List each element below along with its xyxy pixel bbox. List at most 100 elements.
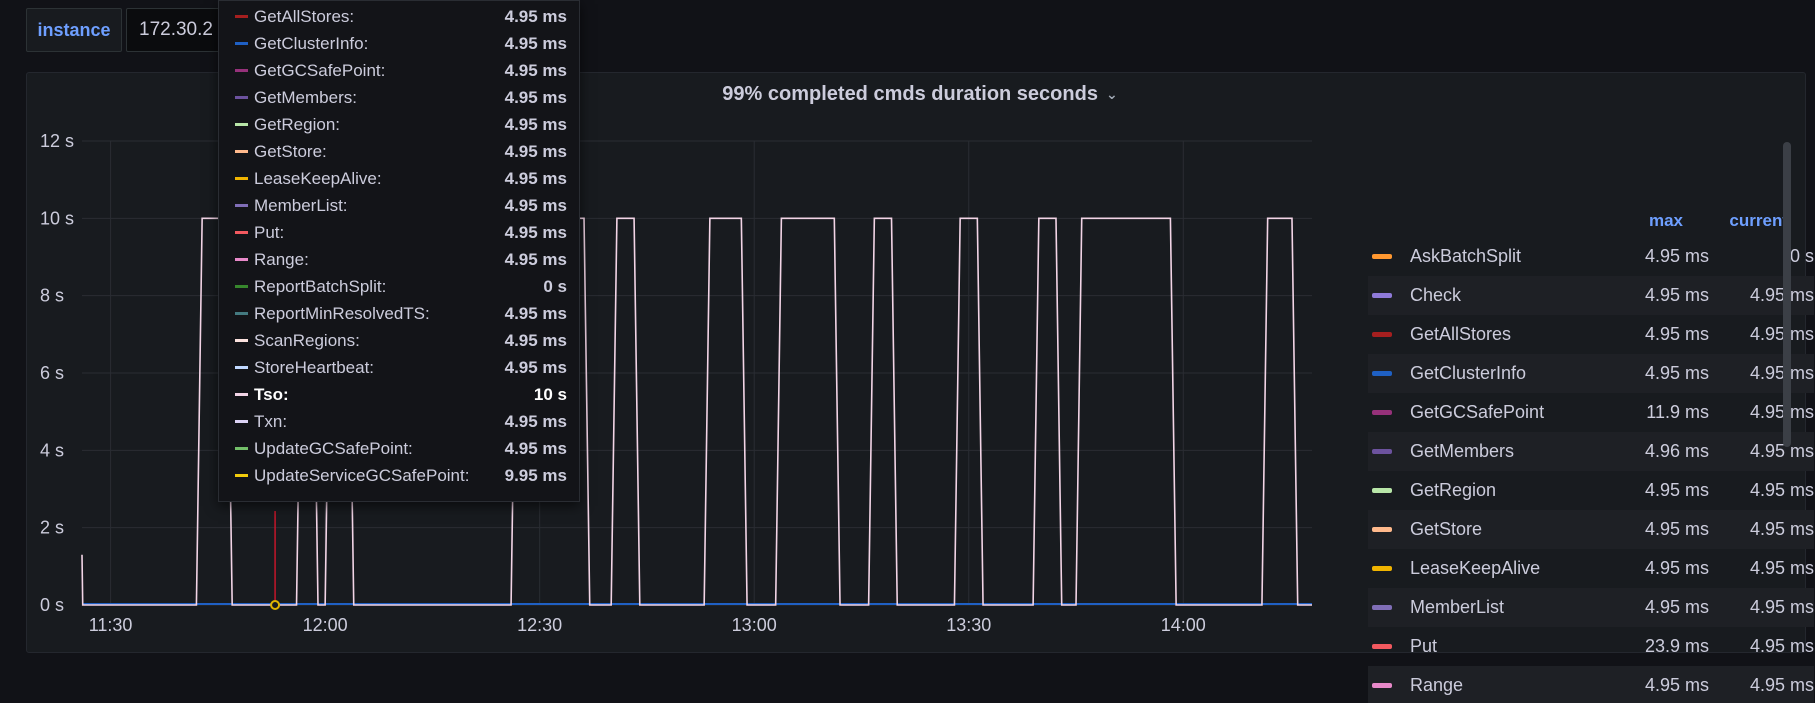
y-tick-label: 8 s (40, 286, 64, 306)
series-color-swatch[interactable] (1372, 410, 1392, 415)
tooltip-series-value: 4.95 ms (504, 303, 567, 323)
tooltip-series-name: UpdateServiceGCSafePoint: (254, 465, 470, 485)
panel-header[interactable]: 99% completed cmds duration seconds ⌄ (27, 83, 1813, 106)
panel-title[interactable]: 99% completed cmds duration seconds (722, 83, 1098, 105)
time-series-chart[interactable]: 0 s 2 s 4 s 6 s 8 s 10 s 12 s 11:30 12:00 12:30 13… (27, 73, 1347, 654)
tooltip-series-name: GetGCSafePoint: (254, 60, 386, 80)
series-color-swatch[interactable] (1372, 566, 1392, 571)
legend-series-name[interactable]: AskBatchSplit (1410, 246, 1522, 266)
legend-item-leasekeepalive[interactable]: LeaseKeepAlive 4.95 ms 4.95 ms (1368, 549, 1814, 588)
tooltip-series-value: 4.95 ms (504, 168, 567, 188)
y-tick-label: 10 s (40, 208, 74, 228)
legend-current-value: 4.95 ms (1749, 363, 1814, 383)
tooltip-series-name: GetStore: (254, 141, 327, 161)
x-tick-label: 11:30 (89, 615, 133, 635)
tooltip-series-value: 4.95 ms (504, 249, 567, 269)
legend-header-max[interactable]: max (1648, 211, 1683, 230)
series-color-swatch[interactable] (1372, 332, 1392, 337)
tooltip-series-name: StoreHeartbeat: (254, 357, 375, 377)
hover-tooltip: GetAllStores: 4.95 ms GetClusterInfo: 4.95 … (218, 0, 580, 502)
tooltip-series-name: ReportBatchSplit: (254, 276, 387, 296)
tooltip-row: Range: 4.95 ms (235, 246, 567, 273)
series-color-swatch[interactable] (1372, 488, 1392, 493)
tooltip-series-swatch (235, 42, 248, 45)
series-color-swatch[interactable] (1372, 605, 1392, 610)
legend-item-getclusterinfo[interactable]: GetClusterInfo 4.95 ms 4.95 ms (1368, 354, 1814, 393)
tooltip-row: LeaseKeepAlive: 4.95 ms (235, 165, 567, 192)
series-color-swatch[interactable] (1372, 527, 1392, 532)
tooltip-series-swatch (235, 231, 248, 234)
legend-scrollbar[interactable] (1783, 142, 1791, 447)
legend-item-getregion[interactable]: GetRegion 4.95 ms 4.95 ms (1368, 471, 1814, 510)
tooltip-series-swatch (235, 123, 248, 126)
tooltip-row: StoreHeartbeat: 4.95 ms (235, 354, 567, 381)
tooltip-series-swatch (235, 366, 248, 369)
series-color-swatch[interactable] (1372, 293, 1392, 298)
legend-max-value: 4.95 ms (1644, 675, 1709, 695)
tooltip-series-swatch (235, 258, 248, 261)
legend-series-name[interactable]: GetAllStores (1410, 324, 1512, 344)
legend-item-getgcsafepoint[interactable]: GetGCSafePoint 11.9 ms 4.95 ms (1368, 393, 1814, 432)
tooltip-series-value: 10 s (533, 384, 567, 404)
tooltip-series-name: GetAllStores: (254, 6, 355, 26)
tooltip-series-value: 4.95 ms (504, 411, 567, 431)
tooltip-series-name: ScanRegions: (254, 330, 360, 350)
tooltip-series-name: Put: (254, 222, 285, 242)
tooltip-series-value: 4.95 ms (504, 33, 567, 53)
legend-series-name[interactable]: Range (1410, 675, 1464, 695)
legend-rows: AskBatchSplit 4.95 ms 0 s Check 4.95 ms 4.95 … (1368, 237, 1814, 703)
tooltip-series-swatch (235, 96, 248, 99)
legend-max-value: 4.95 ms (1644, 246, 1709, 266)
legend-item-check[interactable]: Check 4.95 ms 4.95 ms (1368, 276, 1814, 315)
legend-item-getmembers[interactable]: GetMembers 4.96 ms 4.95 ms (1368, 432, 1814, 471)
legend-item-getstore[interactable]: GetStore 4.95 ms 4.95 ms (1368, 510, 1814, 549)
tooltip-series-value: 0 s (543, 276, 567, 296)
legend-series-name[interactable]: GetRegion (1410, 480, 1497, 500)
legend-item-memberlist[interactable]: MemberList 4.95 ms 4.95 ms (1368, 588, 1814, 627)
tooltip-series-name: ReportMinResolvedTS: (254, 303, 430, 323)
legend-series-name[interactable]: GetStore (1410, 519, 1483, 539)
tooltip-series-value: 4.95 ms (504, 438, 567, 458)
legend-current-value: 4.95 ms (1749, 324, 1814, 344)
tooltip-series-value: 4.95 ms (504, 357, 567, 377)
tooltip-series-name: GetMembers: (254, 87, 357, 107)
series-color-swatch[interactable] (1372, 683, 1392, 688)
tooltip-series-swatch (235, 420, 248, 423)
legend-series-name[interactable]: LeaseKeepAlive (1410, 558, 1541, 578)
legend-item-range[interactable]: Range 4.95 ms 4.95 ms (1368, 666, 1814, 703)
legend-current-value: 4.95 ms (1749, 402, 1814, 422)
tooltip-series-value: 4.95 ms (504, 330, 567, 350)
tooltip-series-name: GetClusterInfo: (254, 33, 369, 53)
series-color-swatch[interactable] (1372, 644, 1392, 649)
legend-item-askbatchsplit[interactable]: AskBatchSplit 4.95 ms 0 s (1368, 237, 1814, 276)
legend-current-value: 4.95 ms (1749, 675, 1814, 695)
y-tick-label: 12 s (40, 131, 74, 151)
legend-item-getallstores[interactable]: GetAllStores 4.95 ms 4.95 ms (1368, 315, 1814, 354)
legend-max-value: 4.95 ms (1644, 558, 1709, 578)
tooltip-series-swatch (235, 285, 248, 288)
legend-series-name[interactable]: Put (1410, 636, 1438, 656)
series-color-swatch[interactable] (1372, 254, 1392, 259)
series-color-swatch[interactable] (1372, 371, 1392, 376)
legend-max-value: 4.95 ms (1644, 519, 1709, 539)
series-color-swatch[interactable] (1372, 449, 1392, 454)
legend-item-put[interactable]: Put 23.9 ms 4.95 ms (1368, 627, 1814, 666)
legend-series-name[interactable]: GetMembers (1410, 441, 1515, 461)
legend-series-name[interactable]: GetGCSafePoint (1410, 402, 1545, 422)
tooltip-series-value: 4.95 ms (504, 87, 567, 107)
tooltip-row: GetMembers: 4.95 ms (235, 84, 567, 111)
tooltip-series-swatch (235, 312, 248, 315)
legend-max-value: 4.95 ms (1644, 285, 1709, 305)
legend-series-name[interactable]: MemberList (1410, 597, 1505, 617)
legend-current-value: 4.95 ms (1749, 519, 1814, 539)
legend-series-name[interactable]: GetClusterInfo (1410, 363, 1527, 383)
tooltip-row: ScanRegions: 4.95 ms (235, 327, 567, 354)
legend-series-name[interactable]: Check (1410, 285, 1462, 305)
tooltip-series-name: MemberList: (254, 195, 348, 215)
legend-header: max current (1593, 211, 1788, 231)
legend-current-value: 4.95 ms (1749, 441, 1814, 461)
legend-current-value: 4.95 ms (1749, 636, 1814, 656)
chevron-down-icon[interactable]: ⌄ (1105, 86, 1118, 103)
legend-header-current[interactable]: current (1729, 211, 1788, 230)
legend-max-value: 4.95 ms (1644, 597, 1709, 617)
